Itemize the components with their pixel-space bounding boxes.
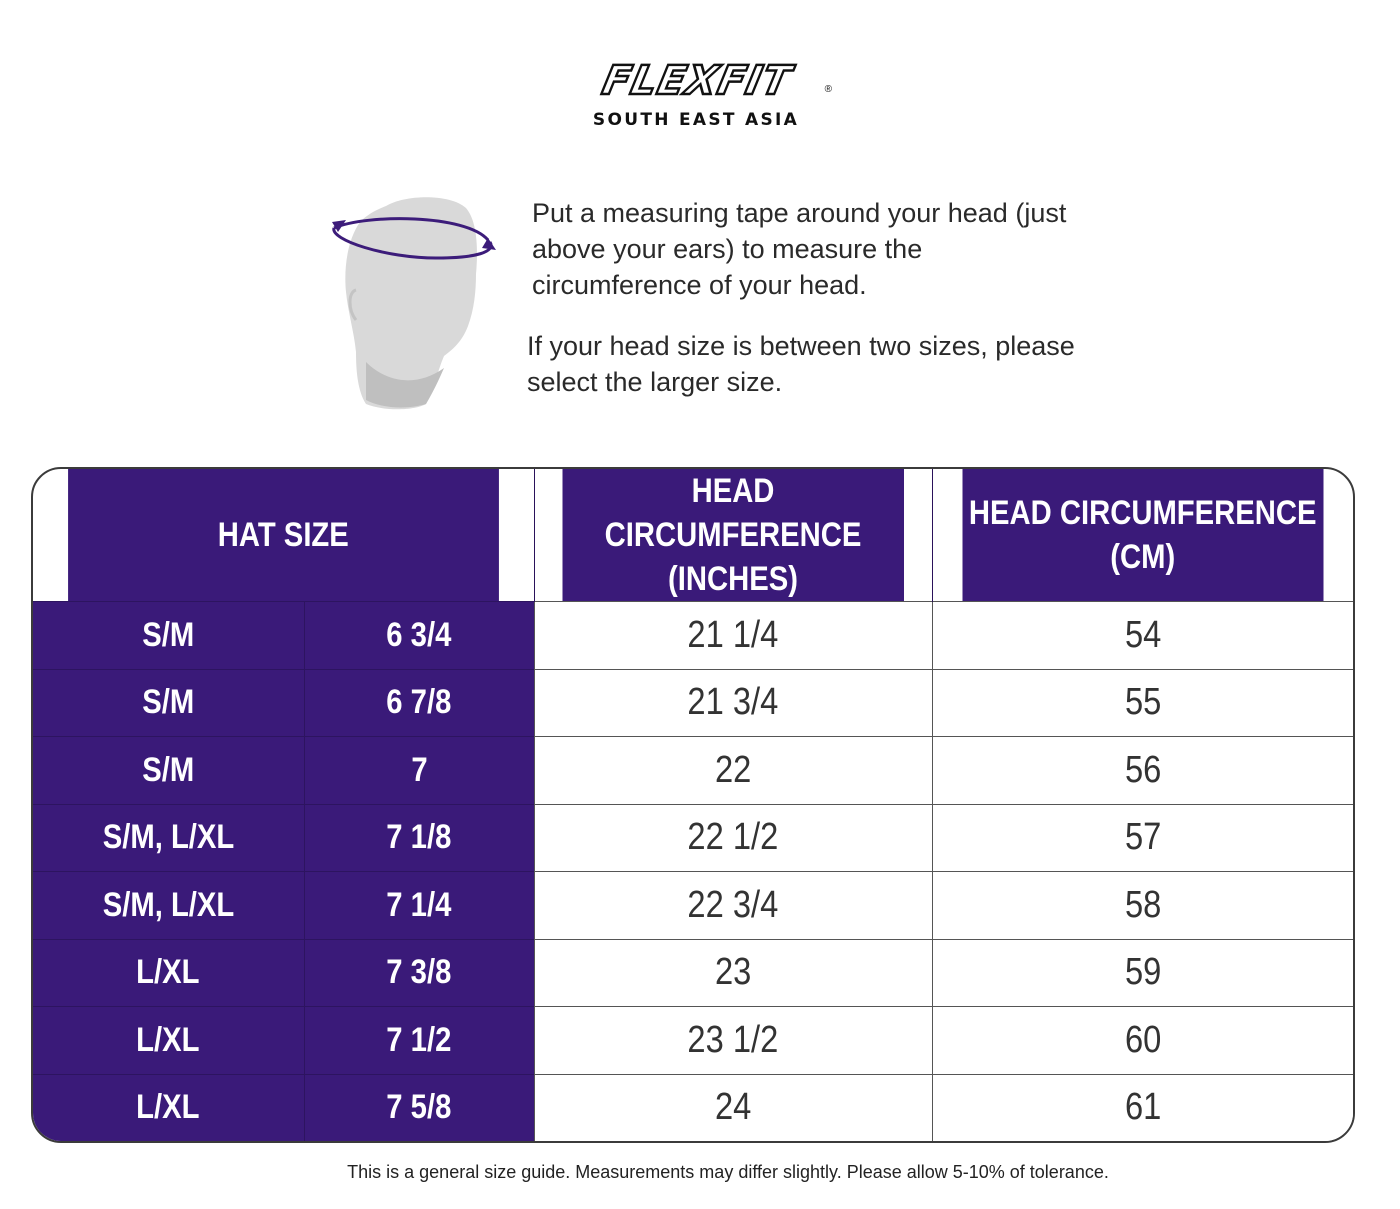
flexfit-logo: FLEXFIT ® SOUTH EAST ASIA	[560, 57, 832, 138]
logo-wordmark: FLEXFIT	[597, 57, 797, 106]
fitted-size: 6 3/4	[303, 601, 534, 670]
fitted-size: 7	[303, 736, 534, 805]
measure-instructions: Put a measuring tape around your head (j…	[527, 195, 1092, 400]
tape-arrow-right	[482, 238, 496, 250]
head-measure-illustration	[332, 197, 496, 410]
ear-shape	[348, 288, 358, 321]
header-inches-line1: HEAD CIRCUMFERENCE	[604, 472, 862, 554]
fitted-size: 7 5/8	[303, 1073, 534, 1141]
size-label: S/M, L/XL	[33, 803, 304, 872]
cm-value: 58	[931, 871, 1353, 940]
header-hat-size: HAT SIZE	[68, 469, 499, 602]
table-row: L/XL 7 3/8 23 59	[33, 938, 1353, 1007]
header-inches: HEAD CIRCUMFERENCE (INCHES)	[561, 469, 905, 602]
instruction-paragraph-2: If your head size is between two sizes, …	[527, 331, 1075, 397]
header-cm-line1: HEAD CIRCUMFERENCE	[968, 494, 1317, 532]
inches-value: 23 1/2	[533, 1006, 932, 1075]
cm-value: 56	[931, 736, 1353, 805]
cm-value: 57	[931, 803, 1353, 872]
size-label: S/M	[33, 601, 304, 670]
disclaimer-text: This is a general size guide. Measuremen…	[347, 1162, 1109, 1182]
fitted-size: 7 1/8	[303, 803, 534, 872]
table-row: L/XL 7 1/2 23 1/2 60	[33, 1006, 1353, 1075]
inches-value: 23	[533, 938, 932, 1007]
header-row: HAT SIZE HEAD CIRCUMFERENCE (INCHES) HEA…	[33, 469, 1353, 602]
inches-value: 21 3/4	[533, 668, 932, 737]
cm-value: 61	[931, 1073, 1353, 1141]
header-cm-line2: (CM)	[1110, 538, 1176, 576]
tape-arrow-left	[332, 220, 346, 232]
fitted-size: 7 1/4	[303, 871, 534, 940]
inches-value: 24	[533, 1073, 932, 1141]
cm-value: 59	[931, 938, 1353, 1007]
cm-value: 55	[931, 668, 1353, 737]
size-label: L/XL	[33, 1006, 304, 1075]
instruction-paragraph-1: Put a measuring tape around your head (j…	[532, 198, 1067, 300]
measuring-tape-back	[333, 217, 490, 242]
logo-region: SOUTH EAST ASIA	[592, 110, 800, 130]
size-chart: HAT SIZE HEAD CIRCUMFERENCE (INCHES) HEA…	[31, 467, 1355, 1143]
neck-shadow	[366, 362, 444, 408]
measuring-tape-front	[332, 227, 493, 260]
fitted-size: 6 7/8	[303, 668, 534, 737]
size-label: L/XL	[33, 938, 304, 1007]
table-row: S/M, L/XL 7 1/8 22 1/2 57	[33, 803, 1353, 872]
inches-value: 22 3/4	[533, 871, 932, 940]
inches-value: 22	[533, 736, 932, 805]
table-row: S/M 6 3/4 21 1/4 54	[33, 601, 1353, 670]
size-table: HAT SIZE HEAD CIRCUMFERENCE (INCHES) HEA…	[33, 469, 1353, 1141]
header-cm: HEAD CIRCUMFERENCE (CM)	[961, 469, 1324, 602]
cm-value: 60	[931, 1006, 1353, 1075]
table-row: S/M 6 7/8 21 3/4 55	[33, 668, 1353, 737]
head-silhouette	[345, 197, 477, 410]
fitted-size: 7 3/8	[303, 938, 534, 1007]
table-row: S/M 7 22 56	[33, 736, 1353, 805]
table-row: L/XL 7 5/8 24 61	[33, 1073, 1353, 1141]
header-inches-line2: (INCHES)	[668, 560, 798, 598]
size-label: L/XL	[33, 1073, 304, 1141]
table-row: S/M, L/XL 7 1/4 22 3/4 58	[33, 871, 1353, 940]
cm-value: 54	[931, 601, 1353, 670]
size-label: S/M, L/XL	[33, 871, 304, 940]
inches-value: 22 1/2	[533, 803, 932, 872]
fitted-size: 7 1/2	[303, 1006, 534, 1075]
size-label: S/M	[33, 668, 304, 737]
inches-value: 21 1/4	[533, 601, 932, 670]
registered-mark: ®	[824, 84, 832, 95]
size-label: S/M	[33, 736, 304, 805]
